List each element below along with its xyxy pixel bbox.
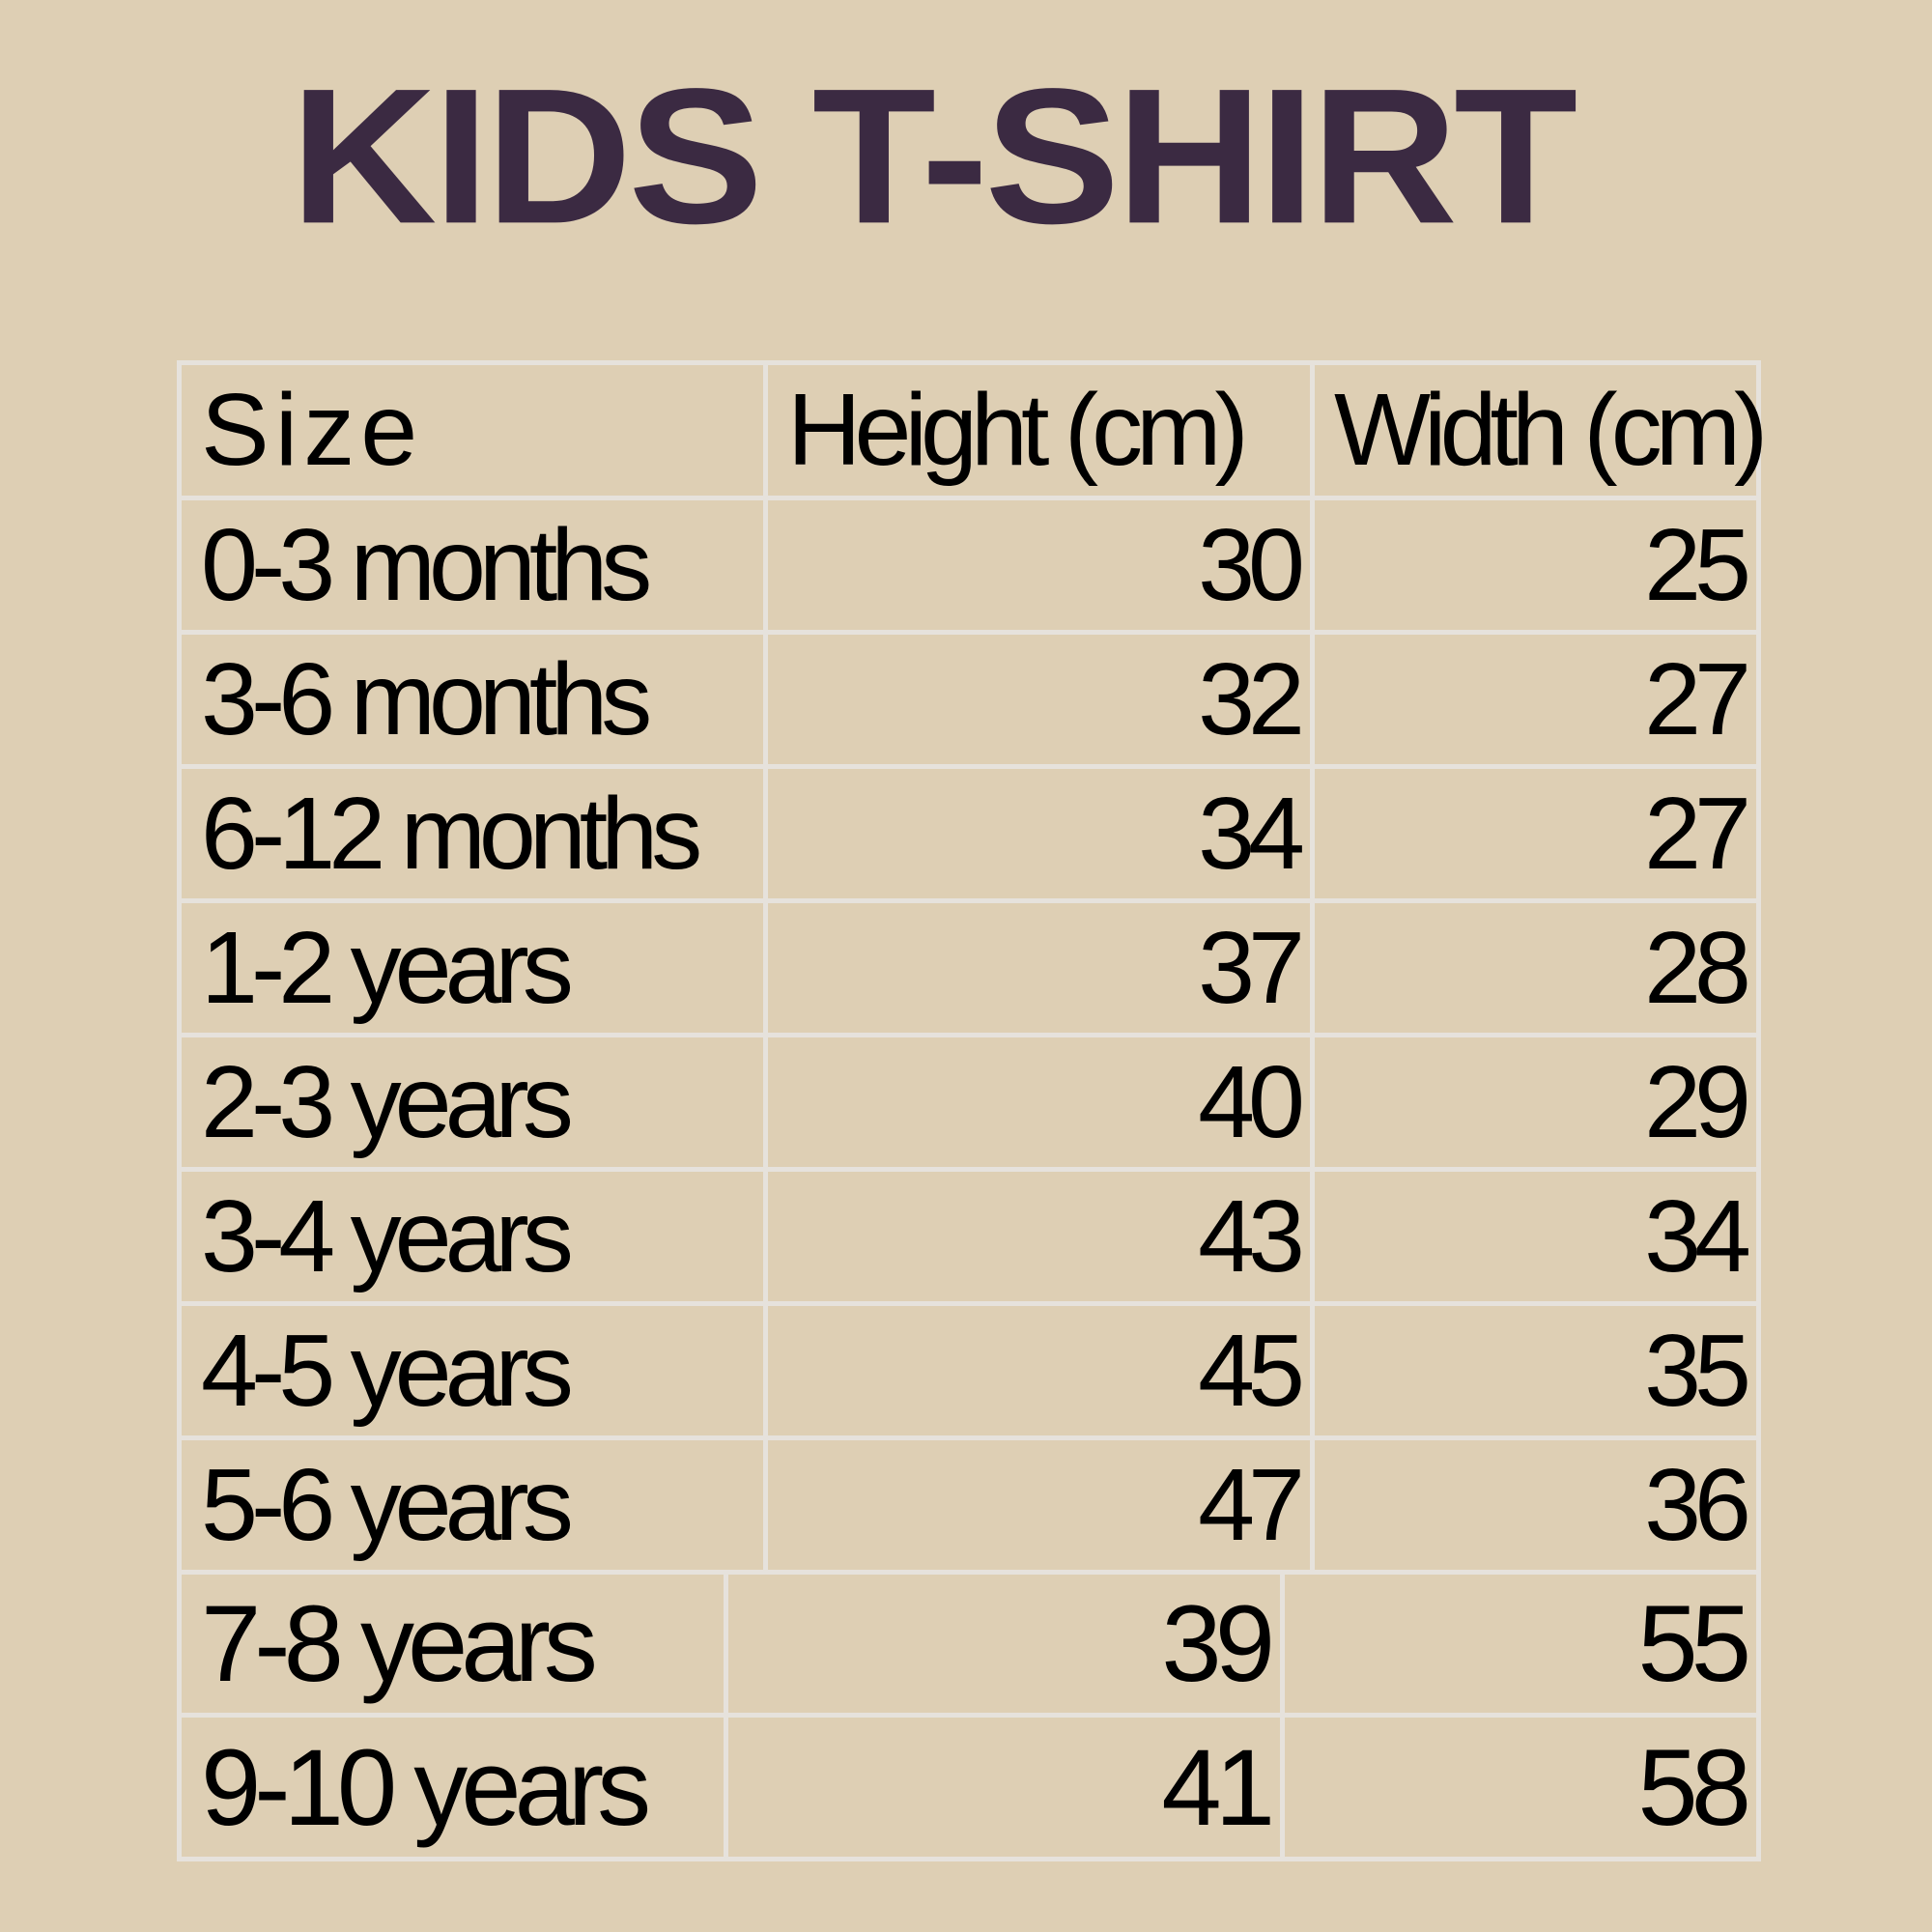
cell-height: 37 bbox=[763, 898, 1315, 1037]
cell-width: 27 bbox=[1310, 764, 1761, 903]
cell-width: 28 bbox=[1310, 898, 1761, 1037]
cell-height: 32 bbox=[763, 630, 1315, 769]
cell-width-text: 36 bbox=[1644, 1447, 1751, 1562]
cell-height: 40 bbox=[763, 1033, 1315, 1172]
cell-width: 25 bbox=[1310, 496, 1761, 635]
header-height-text: Height (cm) bbox=[787, 373, 1249, 487]
cell-width: 55 bbox=[1280, 1570, 1761, 1718]
cell-width-text: 58 bbox=[1637, 1726, 1751, 1848]
cell-size: 2-3 years bbox=[177, 1033, 768, 1172]
cell-width: 58 bbox=[1280, 1713, 1761, 1861]
cell-width: 36 bbox=[1310, 1435, 1761, 1575]
cell-size-text: 7-8 years bbox=[201, 1583, 598, 1704]
cell-width-text: 35 bbox=[1644, 1313, 1751, 1428]
cell-height-text: 45 bbox=[1198, 1313, 1305, 1428]
cell-height: 43 bbox=[763, 1167, 1315, 1306]
cell-width: 34 bbox=[1310, 1167, 1761, 1306]
cell-height-text: 37 bbox=[1198, 910, 1305, 1025]
cell-size: 9-10 years bbox=[177, 1713, 728, 1861]
cell-size-text: 2-3 years bbox=[201, 1044, 574, 1159]
page-title: KIDS T-SHIRT bbox=[290, 47, 1578, 265]
cell-size: 1-2 years bbox=[177, 898, 768, 1037]
cell-size: 3-4 years bbox=[177, 1167, 768, 1306]
cell-size: 0-3 months bbox=[177, 496, 768, 635]
cell-width: 35 bbox=[1310, 1301, 1761, 1440]
cell-size: 7-8 years bbox=[177, 1570, 728, 1718]
cell-height-text: 34 bbox=[1198, 776, 1305, 891]
cell-width-text: 25 bbox=[1644, 507, 1751, 622]
cell-height: 39 bbox=[724, 1570, 1285, 1718]
cell-size: 3-6 months bbox=[177, 630, 768, 769]
cell-width-text: 27 bbox=[1644, 641, 1751, 756]
cell-width: 27 bbox=[1310, 630, 1761, 769]
cell-size-text: 0-3 months bbox=[201, 507, 652, 622]
cell-height-text: 47 bbox=[1198, 1447, 1305, 1562]
cell-height-text: 32 bbox=[1198, 641, 1305, 756]
cell-width-text: 34 bbox=[1644, 1179, 1751, 1293]
cell-size: 5-6 years bbox=[177, 1435, 768, 1575]
cell-size: 6-12 months bbox=[177, 764, 768, 903]
cell-width-text: 29 bbox=[1644, 1044, 1751, 1159]
cell-size-text: 1-2 years bbox=[201, 910, 574, 1025]
cell-width-text: 28 bbox=[1644, 910, 1751, 1025]
cell-size-text: 3-6 months bbox=[201, 641, 652, 756]
cell-size-text: 6-12 months bbox=[201, 776, 702, 891]
cell-height-text: 39 bbox=[1161, 1583, 1275, 1704]
cell-width-text: 55 bbox=[1637, 1583, 1751, 1704]
cell-height-text: 41 bbox=[1161, 1726, 1275, 1848]
cell-height-text: 40 bbox=[1198, 1044, 1305, 1159]
header-width: Width (cm) bbox=[1310, 360, 1768, 500]
cell-size-text: 3-4 years bbox=[201, 1179, 574, 1293]
cell-height-text: 43 bbox=[1198, 1179, 1305, 1293]
header-height: Height (cm) bbox=[763, 360, 1315, 500]
cell-size-text: 9-10 years bbox=[201, 1726, 651, 1848]
cell-height: 47 bbox=[763, 1435, 1315, 1575]
header-size-text: Size bbox=[201, 373, 424, 487]
cell-width-text: 27 bbox=[1644, 776, 1751, 891]
cell-height: 41 bbox=[724, 1713, 1285, 1861]
cell-width: 29 bbox=[1310, 1033, 1761, 1172]
cell-height: 34 bbox=[763, 764, 1315, 903]
cell-height-text: 30 bbox=[1198, 507, 1305, 622]
cell-size-text: 4-5 years bbox=[201, 1313, 574, 1428]
cell-height: 45 bbox=[763, 1301, 1315, 1440]
header-size: Size bbox=[177, 360, 768, 500]
cell-height: 30 bbox=[763, 496, 1315, 635]
cell-size: 4-5 years bbox=[177, 1301, 768, 1440]
cell-size-text: 5-6 years bbox=[201, 1447, 574, 1562]
header-width-text: Width (cm) bbox=[1334, 373, 1768, 487]
